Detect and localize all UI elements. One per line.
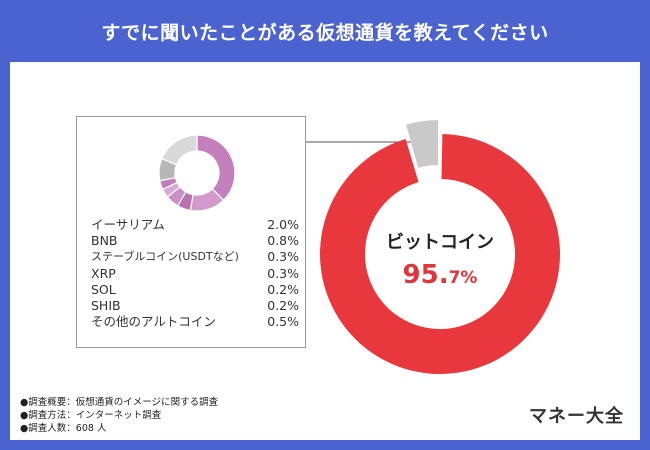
legend-row: BNB 0.8% [91,233,299,249]
legend-label: イーサリアム [91,217,165,232]
legend-row: イーサリアム 2.0% [91,217,299,233]
legend-row: SOL 0.2% [91,282,299,298]
slice-bitcoin [320,134,560,374]
legend-row: その他のアルトコイン 0.5% [91,314,299,330]
legend-row: SHIB 0.2% [91,298,299,314]
legend-value: 0.3% [267,249,299,265]
note-line: ●調査概要：仮想通貨のイメージに関する調査 [20,397,219,408]
legend-row: XRP 0.3% [91,266,299,282]
legend-label: ステーブルコイン(USDTなど) [91,250,239,264]
center-value-frac: 7% [448,268,478,288]
main-center-label: ビットコイン 95.7% [365,228,515,290]
center-name: ビットコイン [386,232,494,253]
legend-value: 2.0% [267,217,299,232]
legend: イーサリアム 2.0% BNB 0.8% ステーブルコイン(USDTなど) 0.3% XRP… [91,217,299,330]
sub-slice-rest [161,134,198,166]
breakdown-panel: イーサリアム 2.0% BNB 0.8% ステーブルコイン(USDTなど) 0.3% XRP… [76,116,306,348]
legend-label: XRP [91,265,116,281]
legend-value: 0.2% [267,298,299,314]
page-title: すでに聞いたことがある仮想通貨を教えてください [101,21,549,44]
note-line: ●調査人数：608 人 [20,423,107,434]
main-donut-chart [240,120,560,374]
legend-label: SHIB [91,298,121,314]
slice-other [406,120,439,168]
legend-value: 0.5% [267,314,299,330]
legend-label: その他のアルトコイン [91,314,216,330]
sub-donut-chart [158,134,236,212]
chart-card: イーサリアム 2.0% BNB 0.8% ステーブルコイン(USDTなど) 0.3% XRP… [10,62,640,440]
legend-value: 0.2% [267,281,299,297]
note-line: ●調査方法：インターネット調査 [20,410,162,421]
sub-slice [196,134,236,202]
legend-row: ステーブルコイン(USDTなど) 0.3% [91,249,299,265]
center-value-int: 95. [402,260,449,290]
legend-label: SOL [91,281,116,297]
survey-notes: ●調査概要：仮想通貨のイメージに関する調査 ●調査方法：インターネット調査 ●調… [20,396,218,435]
brand-logo: マネー大全 [529,406,624,427]
legend-label: BNB [91,233,118,249]
legend-value: 0.8% [267,233,299,249]
legend-value: 0.3% [267,265,299,281]
center-value: 95.7% [365,260,515,290]
